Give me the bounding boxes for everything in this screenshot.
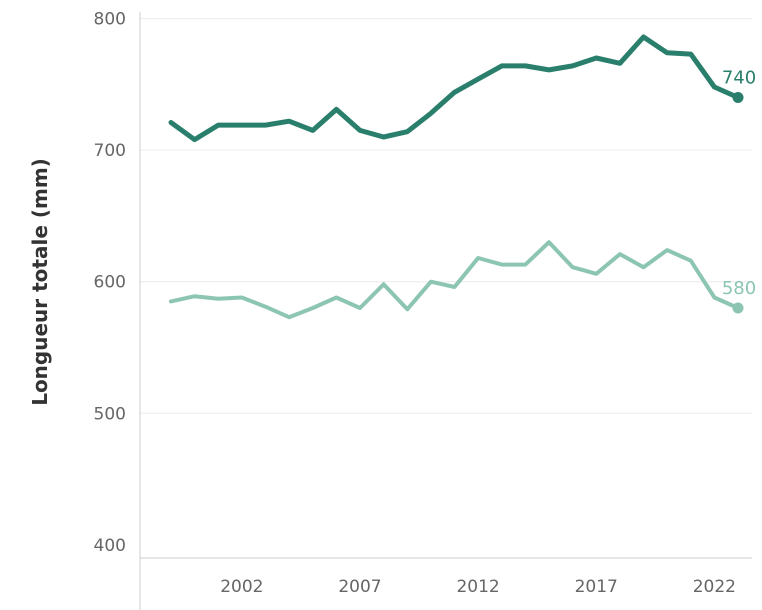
x-tick-2007: 2007 bbox=[338, 577, 381, 597]
series-end-point-1 bbox=[732, 92, 744, 104]
series-lines: 740 580 bbox=[168, 34, 756, 320]
y-tick-700: 700 bbox=[94, 141, 126, 161]
y-tick-400: 400 bbox=[94, 536, 126, 556]
y-axis-label: Longueur totale (mm) bbox=[28, 158, 52, 406]
x-tick-2012: 2012 bbox=[456, 577, 499, 597]
series-end-point-2 bbox=[732, 302, 744, 314]
series-end-label-1: 740 bbox=[722, 68, 756, 89]
y-tick-600: 600 bbox=[94, 273, 126, 293]
y-tick-800: 800 bbox=[94, 10, 126, 30]
x-tick-2017: 2017 bbox=[575, 577, 618, 597]
x-tick-2022: 2022 bbox=[693, 577, 736, 597]
x-tick-2002: 2002 bbox=[220, 577, 263, 597]
y-tick-500: 500 bbox=[94, 404, 126, 424]
series-end-label-2: 580 bbox=[722, 278, 756, 299]
series-line-1 bbox=[168, 34, 741, 143]
x-tick-labels: 2002 2007 2012 2017 2022 bbox=[220, 577, 736, 597]
y-gridlines bbox=[140, 18, 752, 414]
y-tick-labels: 400 500 600 700 800 bbox=[94, 10, 126, 556]
series-line-2 bbox=[169, 240, 740, 320]
